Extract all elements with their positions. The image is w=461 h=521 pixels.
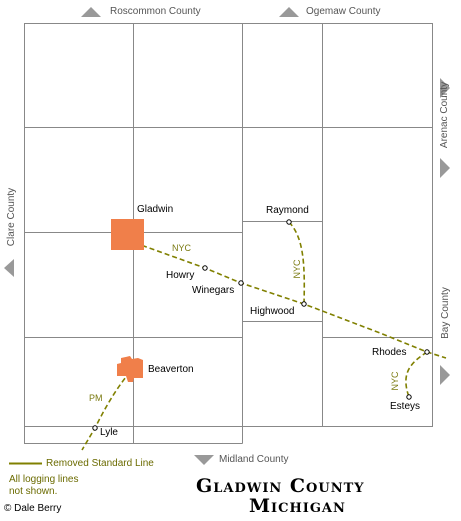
lyle-marker <box>92 425 98 431</box>
gladwin-city-shape <box>111 219 144 250</box>
winegars-marker <box>238 280 244 286</box>
arrow-west-icon <box>4 259 14 277</box>
arrow-north-right-icon <box>279 7 299 17</box>
arrow-east-upper-icon <box>440 78 450 98</box>
label-rail-pm: PM <box>89 393 103 403</box>
label-clare-county: Clare County <box>6 187 17 247</box>
label-winegars: Winegars <box>192 285 235 296</box>
label-esteys: Esteys <box>390 401 421 412</box>
railroads <box>81 221 447 451</box>
neighbor-arrows <box>4 7 450 465</box>
label-howry: Howry <box>166 270 195 281</box>
arrow-east-lower-icon <box>440 365 450 385</box>
grid-line <box>24 426 243 444</box>
nyc-esteys-branch <box>405 351 428 398</box>
label-rhodes: Rhodes <box>372 347 407 358</box>
label-arenac-county: Arenac County <box>439 81 450 149</box>
raymond-marker <box>286 219 292 225</box>
label-lyle: Lyle <box>100 427 118 438</box>
label-midland-county: Midland County <box>219 454 289 465</box>
label-gladwin: Gladwin <box>137 204 174 215</box>
legend-removed-line-label: Removed Standard Line <box>46 458 154 469</box>
arrow-east-middle-icon <box>440 158 450 178</box>
copyright-text: © Dale Berry <box>4 503 62 514</box>
label-rail-nyc-main: NYC <box>172 243 192 253</box>
legend-note: All logging lines not shown. <box>9 474 79 497</box>
nyc-main-line <box>126 239 447 359</box>
arrow-north-left-icon <box>81 7 101 17</box>
rhodes-marker <box>424 349 430 355</box>
nyc-raymond-branch <box>288 221 306 305</box>
label-rail-nyc-branch: NYC <box>292 259 302 279</box>
label-highwood: Highwood <box>250 306 295 317</box>
label-beaverton: Beaverton <box>148 364 194 375</box>
label-bay-county: Bay County <box>440 287 451 339</box>
esteys-marker <box>406 394 412 400</box>
county-boundary <box>24 23 433 427</box>
map-title-county: Gladwin County <box>196 475 365 497</box>
label-ogemaw-county: Ogemaw County <box>306 6 381 17</box>
highwood-marker <box>301 301 307 307</box>
town-markers <box>92 219 430 431</box>
township-grid <box>24 23 433 444</box>
map-title-state: Michigan <box>249 495 346 517</box>
label-raymond: Raymond <box>266 205 309 216</box>
howry-marker <box>202 265 208 271</box>
label-roscommon-county: Roscommon County <box>110 6 201 17</box>
beaverton-city-shape <box>117 356 143 382</box>
arrow-south-icon <box>194 455 214 465</box>
label-rail-nyc-esteys: NYC <box>390 371 400 391</box>
